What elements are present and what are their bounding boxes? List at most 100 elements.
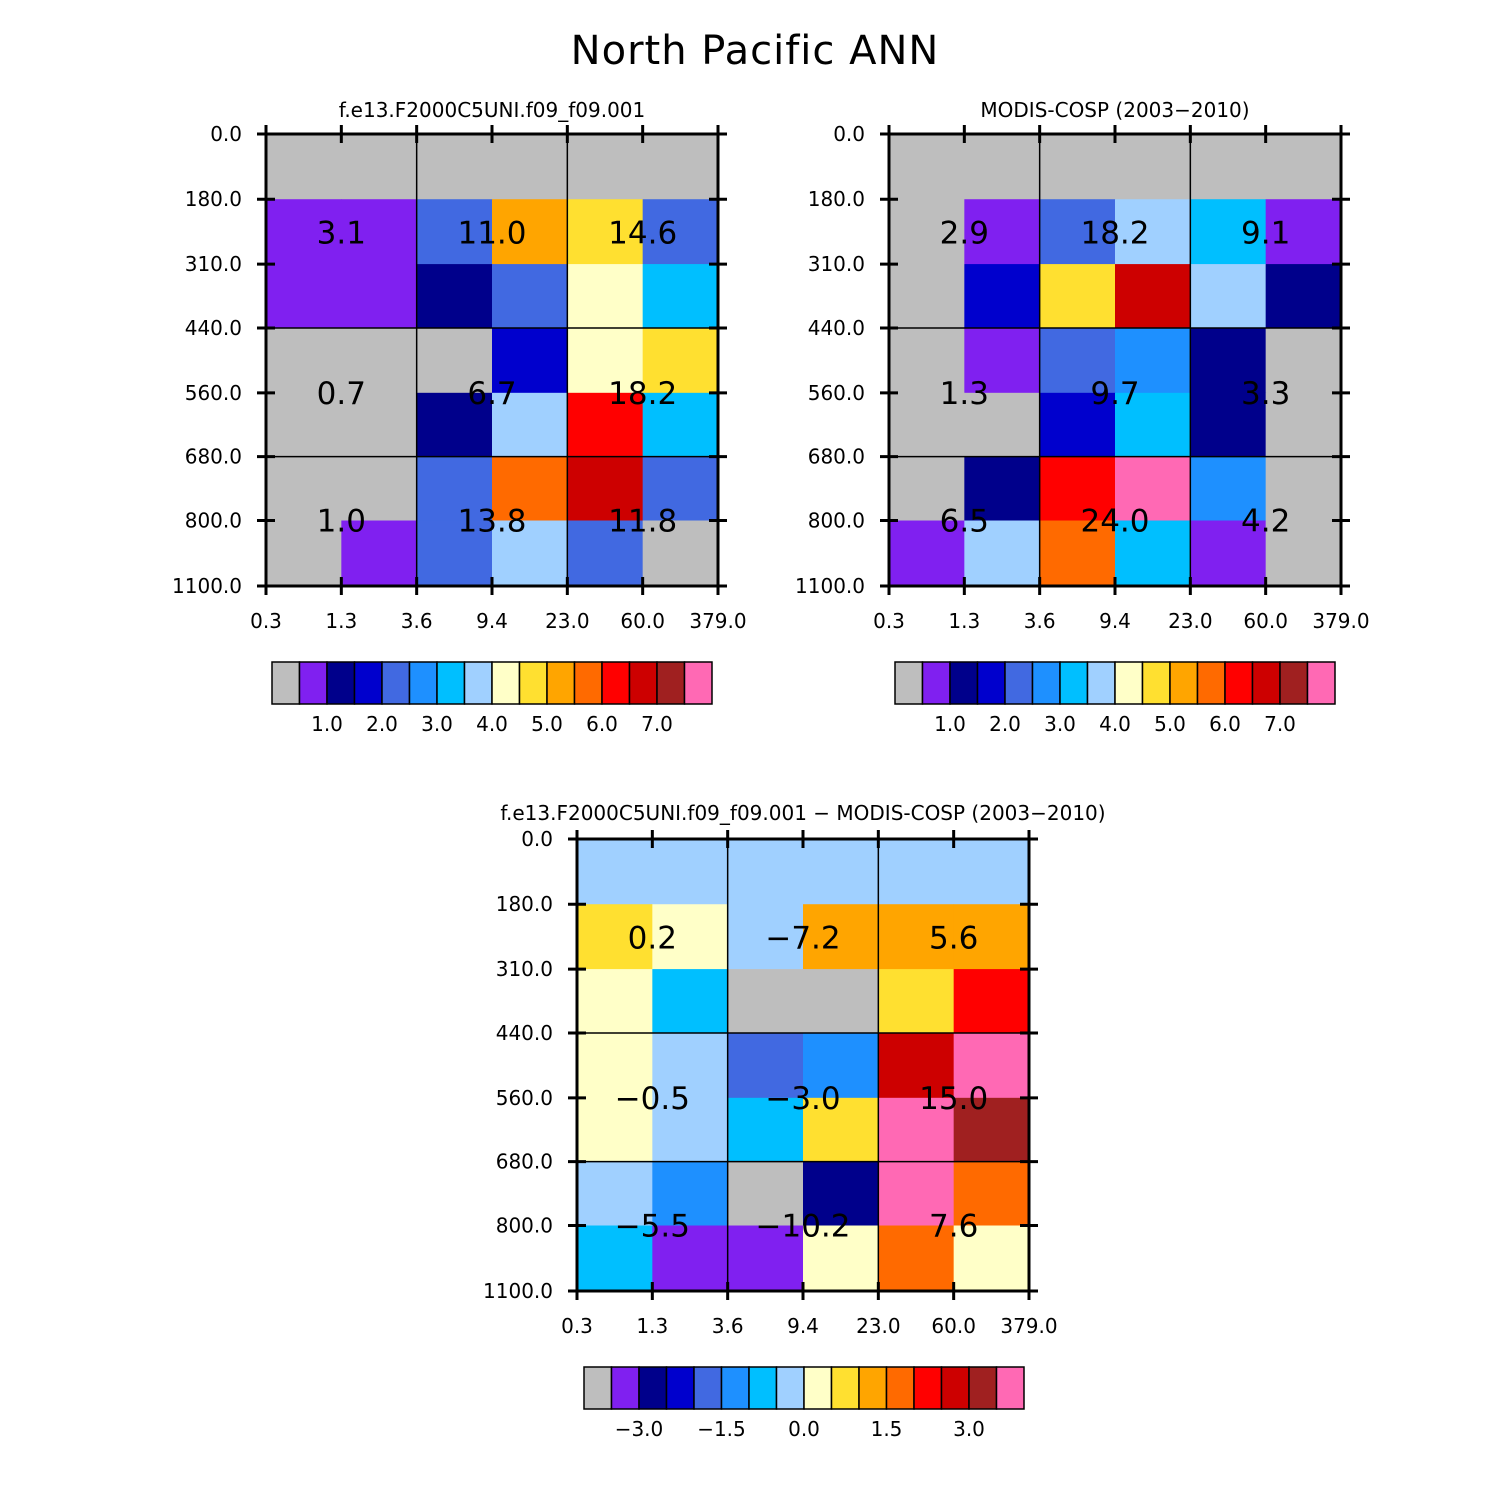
panel3-cell [577, 1032, 653, 1099]
panel2-block-value: 4.2 [1241, 504, 1290, 540]
panel2-colorbar-label: 5.0 [1154, 712, 1186, 736]
panel3-colorbar-box [748, 1366, 778, 1410]
panel3-colorbar-box [665, 1366, 695, 1410]
panel1-cell [416, 264, 493, 329]
panel2-cell [1190, 520, 1267, 587]
panel2-xtick-label: 379.0 [1312, 609, 1369, 633]
panel3-colorbar-box [583, 1366, 613, 1410]
panel2-xtick-label: 60.0 [1243, 609, 1288, 633]
panel1-ytick-label: 680.0 [185, 445, 242, 469]
panel2-colorbar-box [949, 661, 979, 705]
panel2-cell [1265, 264, 1342, 329]
panel2-cell [889, 327, 965, 394]
panel3-cell [803, 1097, 879, 1163]
panel2-cell [1039, 134, 1116, 200]
panel2-cell [1265, 456, 1342, 522]
panel1-cell [416, 327, 493, 394]
panel1-cell [266, 327, 342, 394]
panel1-colorbar-box [656, 661, 686, 705]
panel3-block-value: −10.2 [756, 1209, 851, 1245]
panel3-xtick-label: 3.6 [712, 1314, 744, 1338]
panel3-xtick-label: 0.3 [561, 1314, 593, 1338]
panel1-colorbar-box [546, 661, 576, 705]
panel3-colorbar-label: 0.0 [788, 1417, 820, 1441]
panel2-cell [1039, 327, 1116, 394]
panel1-cell [492, 264, 568, 329]
panel1-cell [642, 456, 719, 522]
panel1-cell [266, 199, 342, 265]
figure-title: North Pacific ANN [570, 28, 940, 74]
panel1-cell [567, 520, 644, 587]
panel1-colorbar-label: 3.0 [421, 712, 453, 736]
panel3-ytick-label: 800.0 [496, 1214, 553, 1238]
panel2-colorbar-box [1059, 661, 1089, 705]
panel3-block-value: 15.0 [919, 1081, 988, 1117]
panel2-xtick-label: 9.4 [1099, 609, 1131, 633]
panel3-cell [878, 1161, 955, 1227]
panel3-cell [652, 1032, 729, 1099]
panel2-colorbar-box [921, 661, 951, 705]
panel2-block-value: 1.3 [940, 376, 989, 412]
panel1-colorbar-box [518, 661, 548, 705]
panel2-cell [1115, 520, 1191, 587]
panel1-cell [492, 327, 568, 394]
panel1-cell [266, 456, 342, 522]
panel2-cell [1039, 199, 1116, 265]
panel2-ytick-label: 800.0 [808, 509, 865, 533]
panel3-ytick-label: 1100.0 [483, 1279, 553, 1303]
panel2-cell [889, 456, 965, 522]
panel2-ytick-label: 1100.0 [795, 574, 865, 598]
panel3-cell [727, 1097, 804, 1163]
panel3-block-value: −0.5 [615, 1081, 690, 1117]
panel3-cell [953, 1032, 1030, 1099]
panel2-cell [889, 520, 965, 587]
panel1-colorbar-box [601, 661, 631, 705]
panel3-colorbar-box [968, 1366, 998, 1410]
panel1-colorbar-box [573, 661, 603, 705]
panel2-ytick-label: 310.0 [808, 252, 865, 276]
panel3-cell [803, 1032, 879, 1099]
panel2-ytick-label: 680.0 [808, 445, 865, 469]
panel3-cell [953, 969, 1030, 1034]
panel2-colorbar-label: 4.0 [1099, 712, 1131, 736]
panel2-colorbar-label: 7.0 [1264, 712, 1296, 736]
panel2-xtick-label: 3.6 [1024, 609, 1056, 633]
panel1-xtick-label: 23.0 [545, 609, 590, 633]
panel2-colorbar-box [1086, 661, 1116, 705]
panel1-cell [341, 520, 418, 587]
panel2-cell [1190, 199, 1267, 265]
panel2-cell [964, 520, 1041, 587]
panel2-cell [964, 327, 1041, 394]
panel2-block-value: 6.5 [940, 504, 989, 540]
panel2-cell [1115, 264, 1191, 329]
panel3-colorbar-box [995, 1366, 1025, 1410]
panel1-colorbar-label: 5.0 [531, 712, 563, 736]
panel2-colorbar-label: 2.0 [989, 712, 1021, 736]
panel2-cell [1190, 327, 1267, 394]
panel1-xtick-label: 3.6 [401, 609, 433, 633]
panel3-xtick-label: 23.0 [856, 1314, 901, 1338]
panel1-ytick-label: 0.0 [210, 122, 242, 146]
panel2-cell [1265, 134, 1342, 200]
panel1-cell [642, 264, 719, 329]
panel2-cell [1039, 392, 1116, 458]
panel1-ytick-label: 560.0 [185, 381, 242, 405]
panel3-ytick-label: 440.0 [496, 1021, 553, 1045]
panel2-cell [889, 134, 965, 200]
panel1-block-value: 18.2 [608, 376, 677, 412]
panel1-cell [567, 134, 644, 200]
panel2-colorbar-label: 3.0 [1044, 712, 1076, 736]
panel1-ytick-label: 800.0 [185, 509, 242, 533]
panel2-cell [1115, 456, 1191, 522]
panel3-cell [577, 1225, 653, 1292]
panel3-block-value: −5.5 [615, 1209, 690, 1245]
panel1-cell [642, 392, 719, 458]
panel3-cell [878, 1225, 955, 1292]
panel1-colorbar-box [353, 661, 383, 705]
panel1-ytick-label: 310.0 [185, 252, 242, 276]
panel3-cell [577, 839, 653, 905]
panel3-block-value: 0.2 [628, 920, 677, 956]
panel3-cell [803, 839, 879, 905]
panel3-cell [652, 1097, 729, 1163]
